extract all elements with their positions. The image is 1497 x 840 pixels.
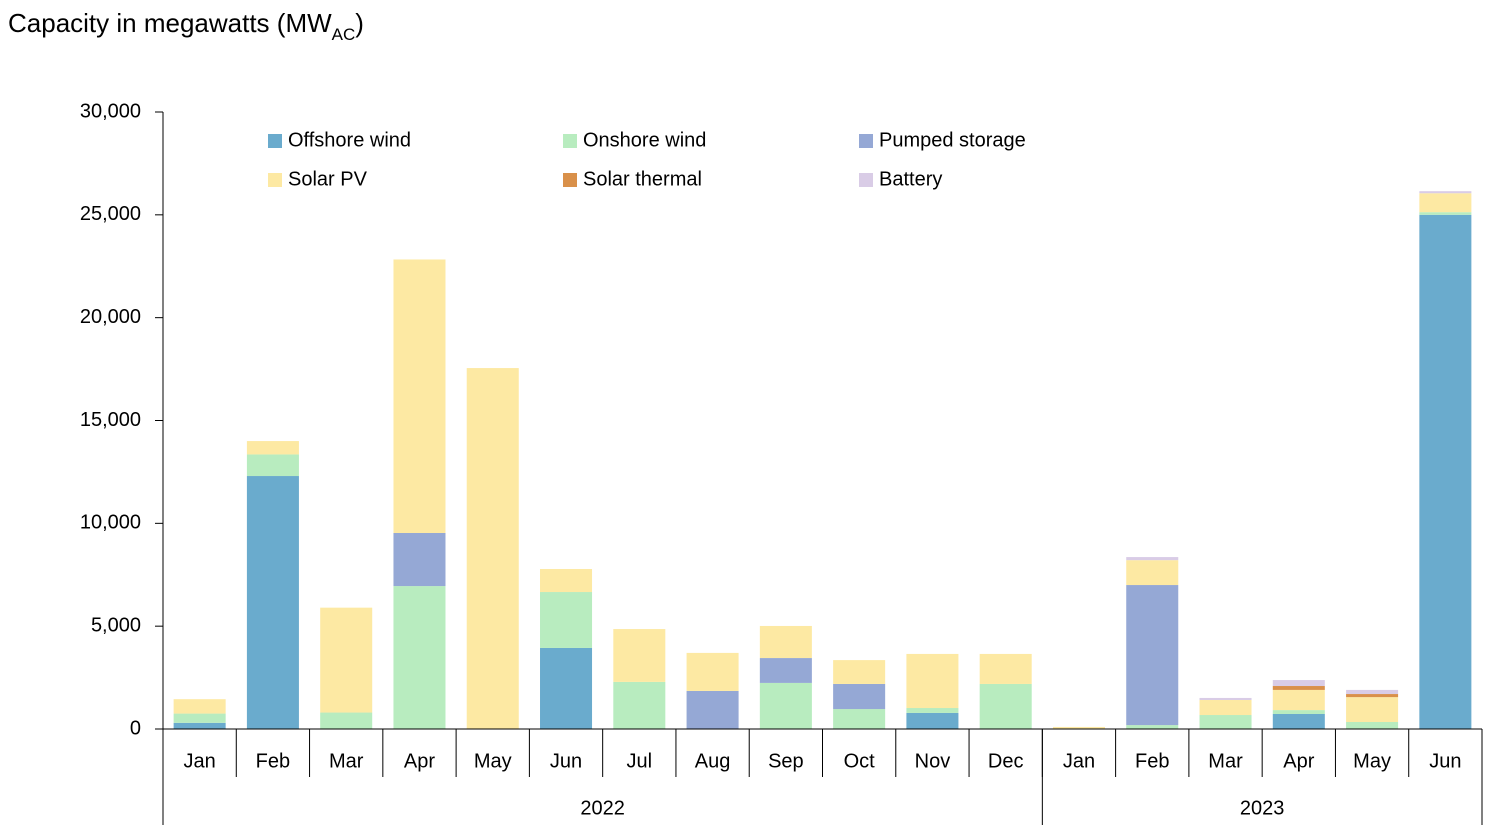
bar-segment: [1419, 214, 1472, 730]
x-tick-label: Jan: [1063, 750, 1095, 772]
bar-segment: [906, 653, 959, 709]
bar-segment: [1272, 689, 1325, 711]
y-tick-label: 0: [130, 717, 141, 739]
bar-segment: [540, 592, 593, 648]
bar-segment: [1126, 585, 1179, 726]
bar-segment: [1419, 212, 1472, 215]
bar-segment: [393, 586, 446, 729]
x-tick-label: May: [1353, 750, 1391, 772]
bar-segment: [906, 712, 959, 729]
bar-segment: [320, 712, 373, 729]
bar-segment: [833, 683, 886, 710]
bar-segment: [540, 568, 593, 593]
bar-segment: [540, 647, 593, 729]
bar-segment: [1199, 715, 1252, 729]
bar-segment: [979, 683, 1032, 729]
x-tick-label: Sep: [768, 750, 804, 772]
legend-label: Pumped storage: [879, 129, 1026, 151]
legend-swatch: [859, 134, 873, 148]
bar-segment: [833, 660, 886, 684]
x-tick-label: Mar: [1208, 750, 1243, 772]
x-tick-label: Aug: [695, 750, 731, 772]
bar-segment: [246, 441, 299, 455]
bar-segment: [466, 368, 519, 729]
bar-segment: [1272, 686, 1325, 690]
bar-segment: [246, 476, 299, 729]
x-tick-label: Feb: [1135, 750, 1169, 772]
y-tick-label: 15,000: [80, 409, 141, 431]
subtitle-subscript: AC: [332, 25, 356, 44]
subtitle-suffix: ): [355, 8, 364, 38]
y-tick-label: 20,000: [80, 306, 141, 328]
bar-segment: [393, 532, 446, 587]
legend-swatch: [268, 134, 282, 148]
bar-segment: [1419, 193, 1472, 213]
bar-segment: [173, 722, 226, 729]
bar-segment: [1272, 713, 1325, 729]
x-tick-label: Apr: [1283, 750, 1314, 772]
bar-segment: [393, 259, 446, 533]
x-tick-label: Jul: [627, 750, 653, 772]
bar-segment: [1126, 560, 1179, 586]
bar-segment: [686, 652, 739, 691]
legend-label: Onshore wind: [583, 129, 706, 151]
bar-segment: [1346, 694, 1399, 698]
bar-segment: [246, 454, 299, 477]
x-tick-label: Apr: [404, 750, 435, 772]
bar-segment: [1126, 557, 1179, 561]
subtitle-text: Capacity in megawatts (MW: [8, 8, 332, 38]
legend-label: Solar thermal: [583, 168, 702, 190]
bar-segment: [979, 653, 1032, 684]
x-tick-label: Nov: [915, 750, 951, 772]
x-tick-label: Jan: [184, 750, 216, 772]
x-tick-label: Feb: [256, 750, 290, 772]
group-label: 2023: [1240, 797, 1285, 819]
legend-swatch: [268, 173, 282, 187]
bar-segment: [173, 713, 226, 723]
bar-segment: [1346, 722, 1399, 729]
y-tick-label: 30,000: [80, 100, 141, 122]
bar-segment: [1126, 725, 1179, 729]
x-tick-label: Jun: [550, 750, 582, 772]
legend-swatch: [859, 173, 873, 187]
legend-label: Solar PV: [288, 168, 368, 190]
bar-segment: [906, 708, 959, 713]
legend-swatch: [563, 173, 577, 187]
group-label: 2022: [580, 797, 625, 819]
bar-segment: [759, 682, 812, 729]
chart-subtitle: Capacity in megawatts (MWAC): [8, 8, 364, 44]
x-tick-label: Mar: [329, 750, 364, 772]
bar-segment: [1346, 689, 1399, 695]
bar-segment: [320, 607, 373, 713]
x-tick-label: Dec: [988, 750, 1024, 772]
x-tick-label: May: [474, 750, 512, 772]
bar-segment: [1272, 680, 1325, 687]
legend-label: Offshore wind: [288, 129, 411, 151]
y-tick-label: 25,000: [80, 203, 141, 225]
bar-segment: [1346, 697, 1399, 723]
bar-segment: [759, 625, 812, 659]
bar-segment: [1199, 700, 1252, 716]
bar-segment: [686, 690, 739, 729]
y-tick-label: 10,000: [80, 512, 141, 534]
bar-segment: [613, 681, 666, 729]
bar-segment: [759, 658, 812, 683]
bar-segment: [1199, 697, 1252, 701]
bar-segment: [1419, 191, 1472, 194]
x-tick-label: Oct: [844, 750, 876, 772]
bar-segment: [833, 709, 886, 729]
x-tick-label: Jun: [1429, 750, 1461, 772]
bar-segment: [173, 699, 226, 714]
legend-swatch: [563, 134, 577, 148]
legend-label: Battery: [879, 168, 942, 190]
y-tick-label: 5,000: [91, 614, 141, 636]
bar-segment: [1052, 726, 1105, 729]
bar-segment: [613, 629, 666, 682]
bar-segment: [1272, 710, 1325, 714]
